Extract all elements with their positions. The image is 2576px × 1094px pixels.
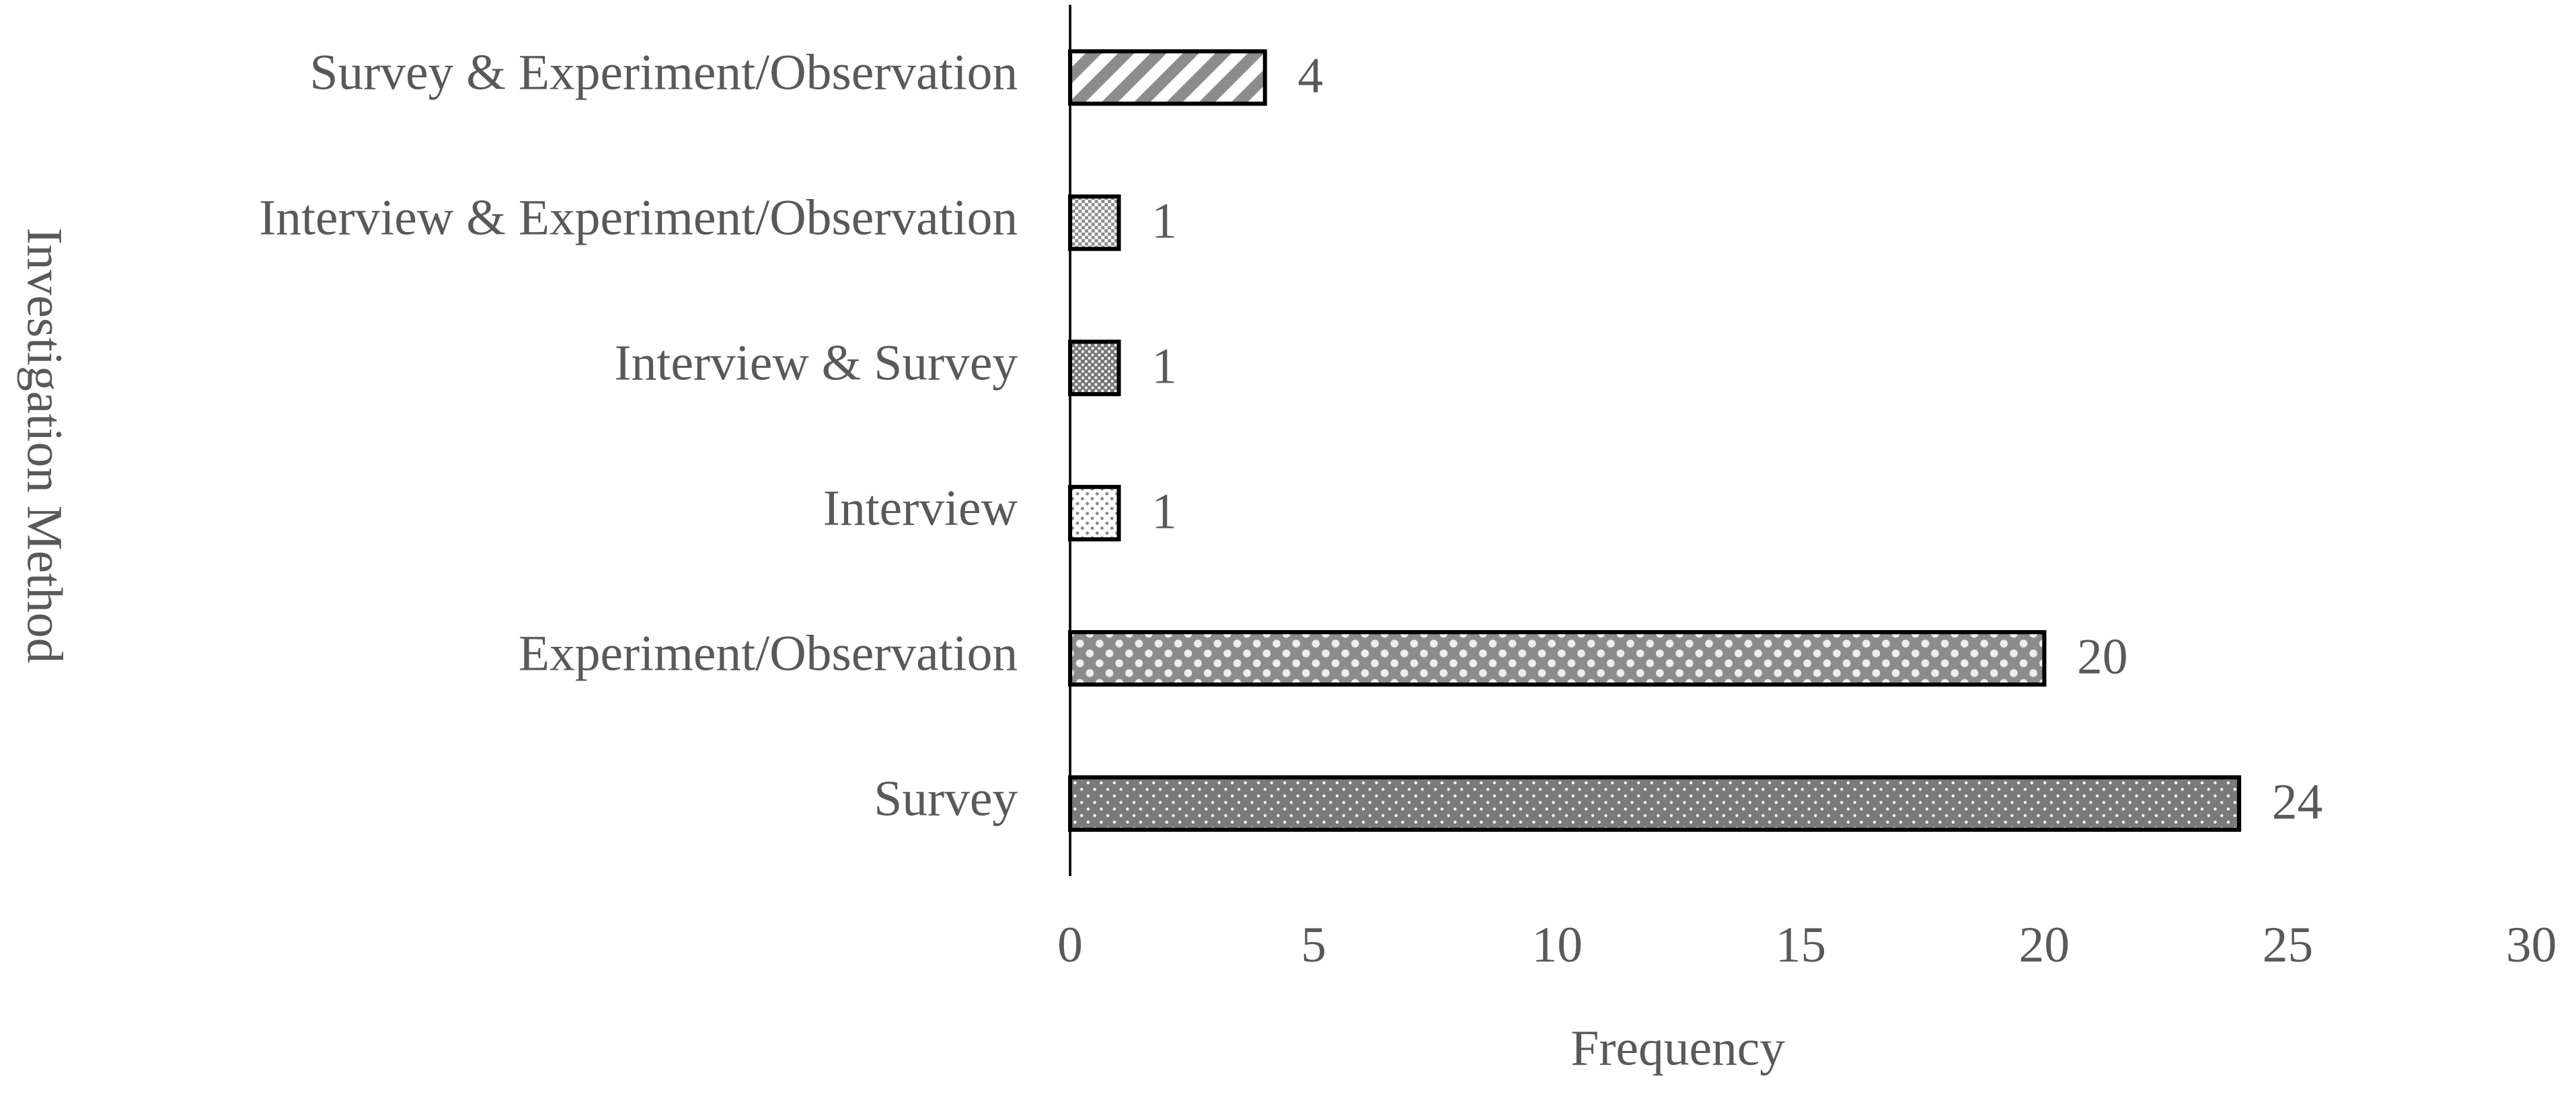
x-tick-label: 0 xyxy=(1057,917,1083,973)
y-tick-label: Interview & Survey xyxy=(614,336,1018,391)
x-tick-label: 15 xyxy=(1776,917,1827,973)
x-tick-label: 10 xyxy=(1532,917,1583,973)
value-label: 4 xyxy=(1297,48,1323,104)
bar xyxy=(1068,775,2242,832)
bar xyxy=(1068,194,1121,251)
bar xyxy=(1068,340,1121,397)
y-tick-label: Survey xyxy=(874,771,1018,826)
value-label: 20 xyxy=(2077,629,2128,685)
y-tick-label: Survey & Experiment/Observation xyxy=(310,45,1018,101)
x-tick-label: 20 xyxy=(2019,917,2070,973)
bar xyxy=(1068,485,1121,542)
x-tick-label: 25 xyxy=(2263,917,2314,973)
y-axis-title: Investigation Method xyxy=(17,228,73,664)
bar xyxy=(1068,49,1267,106)
value-label: 1 xyxy=(1151,483,1177,539)
bar xyxy=(1068,630,2047,687)
value-label: 1 xyxy=(1151,193,1177,249)
value-label: 24 xyxy=(2272,774,2323,830)
value-label: 1 xyxy=(1151,338,1177,394)
y-tick-label: Interview xyxy=(823,480,1018,536)
x-axis-title: Frequency xyxy=(1570,1020,1785,1076)
x-tick-label: 5 xyxy=(1301,917,1326,973)
y-tick-label: Interview & Experiment/Observation xyxy=(259,190,1018,246)
y-tick-label: Experiment/Observation xyxy=(519,625,1018,681)
x-tick-label: 30 xyxy=(2506,917,2557,973)
